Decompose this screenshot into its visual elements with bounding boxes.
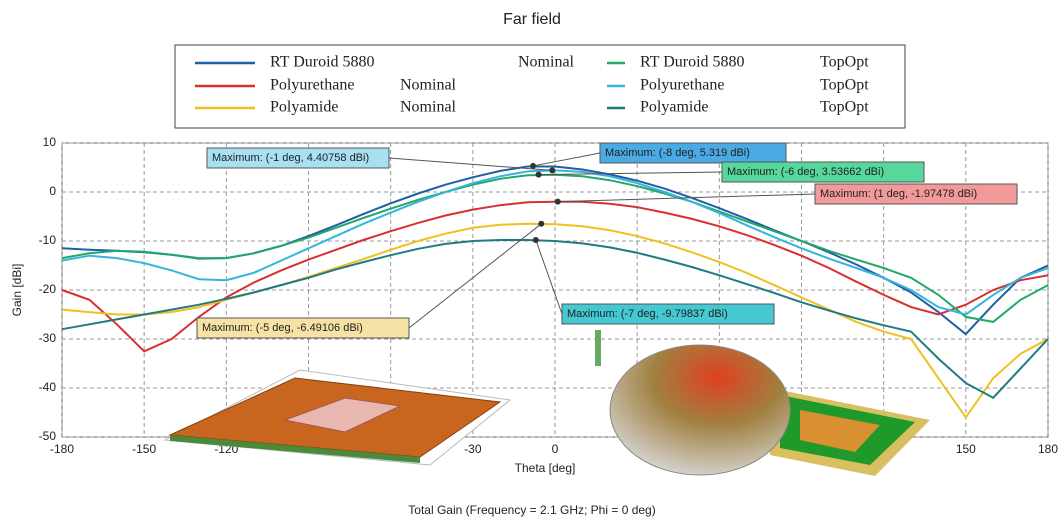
y-axis-label: Gain [dBi] <box>10 264 24 317</box>
legend-case: TopOpt <box>820 99 869 116</box>
legend-case: TopOpt <box>820 54 869 71</box>
x-tick-label: -180 <box>50 442 74 456</box>
legend-label: Polyurethane <box>640 77 724 94</box>
annotation-marker <box>536 172 542 178</box>
x-tick-label: 0 <box>552 442 559 456</box>
color-scale <box>595 330 601 366</box>
annotation-text: Maximum: (-5 deg, -6.49106 dBi) <box>202 322 363 334</box>
annotation-text: Maximum: (-8 deg, 5.319 dBi) <box>605 147 750 159</box>
legend-label: Polyamide <box>640 99 708 116</box>
y-tick-label: -10 <box>39 233 57 247</box>
y-tick-label: 0 <box>49 184 56 198</box>
x-tick-label: -150 <box>132 442 156 456</box>
radiation-pattern <box>610 345 790 475</box>
legend-case: Nominal <box>400 99 457 116</box>
y-tick-label: 10 <box>43 135 57 149</box>
x-axis-label: Theta [deg] <box>515 461 576 475</box>
x-tick-label: -30 <box>464 442 482 456</box>
annotation-text: Maximum: (-7 deg, -9.79837 dBi) <box>567 308 728 320</box>
x-tick-label: 180 <box>1038 442 1058 456</box>
legend-label: Polyamide <box>270 99 338 116</box>
annotation-marker <box>555 199 561 205</box>
y-tick-label: -30 <box>39 331 57 345</box>
annotation-text: Maximum: (-1 deg, 4.40758 dBi) <box>212 152 369 164</box>
annotation-marker <box>538 221 544 227</box>
x-tick-label: 150 <box>956 442 976 456</box>
legend-label: Polyurethane <box>270 77 354 94</box>
legend-case: TopOpt <box>820 77 869 94</box>
chart-caption: Total Gain (Frequency = 2.1 GHz; Phi = 0… <box>408 503 655 517</box>
annotation-marker <box>530 163 536 169</box>
legend-case: Nominal <box>400 77 457 94</box>
annotation-text: Maximum: (1 deg, -1.97478 dBi) <box>820 188 977 200</box>
y-tick-label: -40 <box>39 380 57 394</box>
y-tick-label: -50 <box>39 429 57 443</box>
legend-label: RT Duroid 5880 <box>640 54 745 71</box>
annotation-marker <box>533 237 539 243</box>
legend-case: Nominal <box>518 54 575 71</box>
y-tick-label: -20 <box>39 282 57 296</box>
legend-label: RT Duroid 5880 <box>270 54 375 71</box>
annotation-text: Maximum: (-6 deg, 3.53662 dBi) <box>727 166 884 178</box>
chart-title: Far field <box>503 11 561 28</box>
annotation-marker <box>549 167 555 173</box>
chart: Far field Theta [deg] Gain [dBi] Total G… <box>0 0 1064 523</box>
